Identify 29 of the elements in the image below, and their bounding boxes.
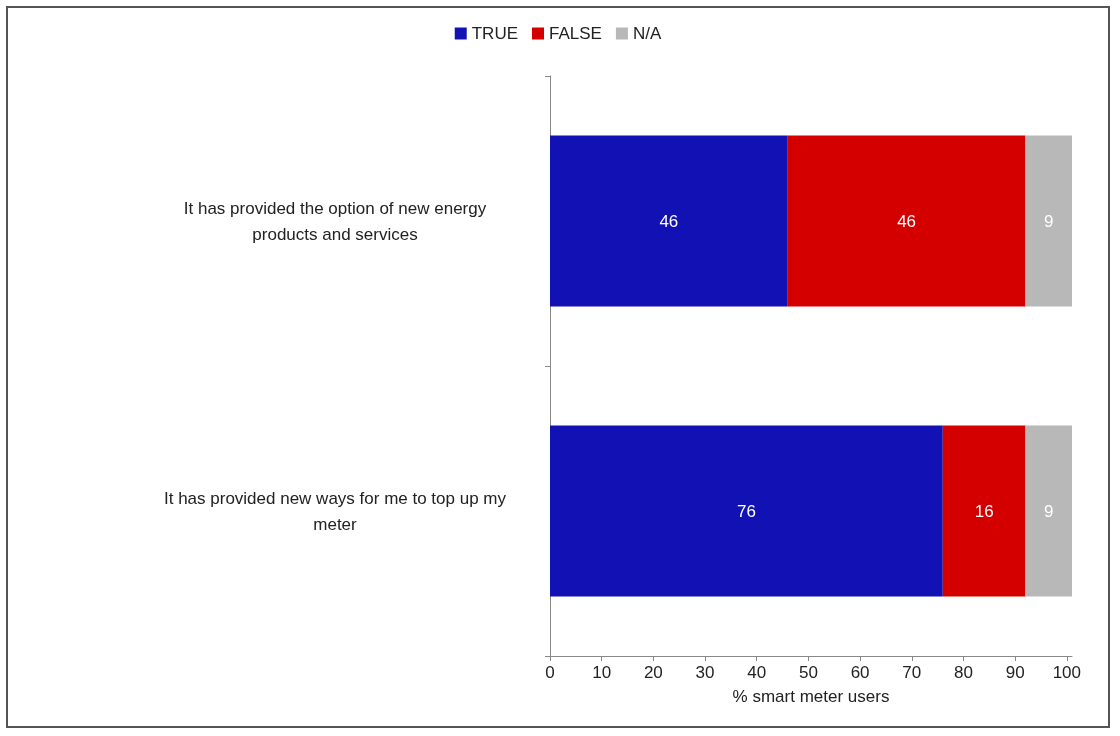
x-tick-label: 70: [902, 663, 922, 682]
x-tick-label: 30: [695, 663, 715, 682]
bar: [550, 425, 943, 597]
x-axis-title: % smart meter users: [732, 687, 890, 706]
x-tick-label: 20: [643, 663, 663, 682]
x-tick-label: 40: [747, 663, 767, 682]
x-tick-label: 60: [850, 663, 870, 682]
y-tick-label: It has provided new ways for me to top up my meter: [163, 488, 507, 534]
legend-label: TRUE: [471, 24, 519, 43]
bar: [550, 135, 788, 307]
x-tick-label: 100: [1052, 663, 1082, 682]
bar: [1025, 135, 1072, 307]
x-tick-label: 80: [954, 663, 973, 682]
data-label: 16: [974, 501, 994, 521]
data-label: 46: [897, 211, 917, 231]
data-label: 76: [736, 501, 756, 521]
data-label: 9: [1044, 501, 1054, 521]
data-label: 46: [659, 211, 679, 231]
x-tick-label: 0: [545, 663, 555, 682]
data-label: 9: [1044, 211, 1054, 231]
bar: [1025, 425, 1072, 597]
bar: [942, 425, 1026, 597]
legend-label: FALSE: [549, 24, 602, 43]
legend-label: N/A: [632, 24, 662, 43]
x-tick-label: 90: [1005, 663, 1025, 682]
x-tick-label: 10: [592, 663, 612, 682]
bar: [787, 135, 1026, 307]
y-tick-label: It has provided the option of new energy products and services: [183, 198, 487, 244]
x-tick-label: 50: [798, 663, 818, 682]
